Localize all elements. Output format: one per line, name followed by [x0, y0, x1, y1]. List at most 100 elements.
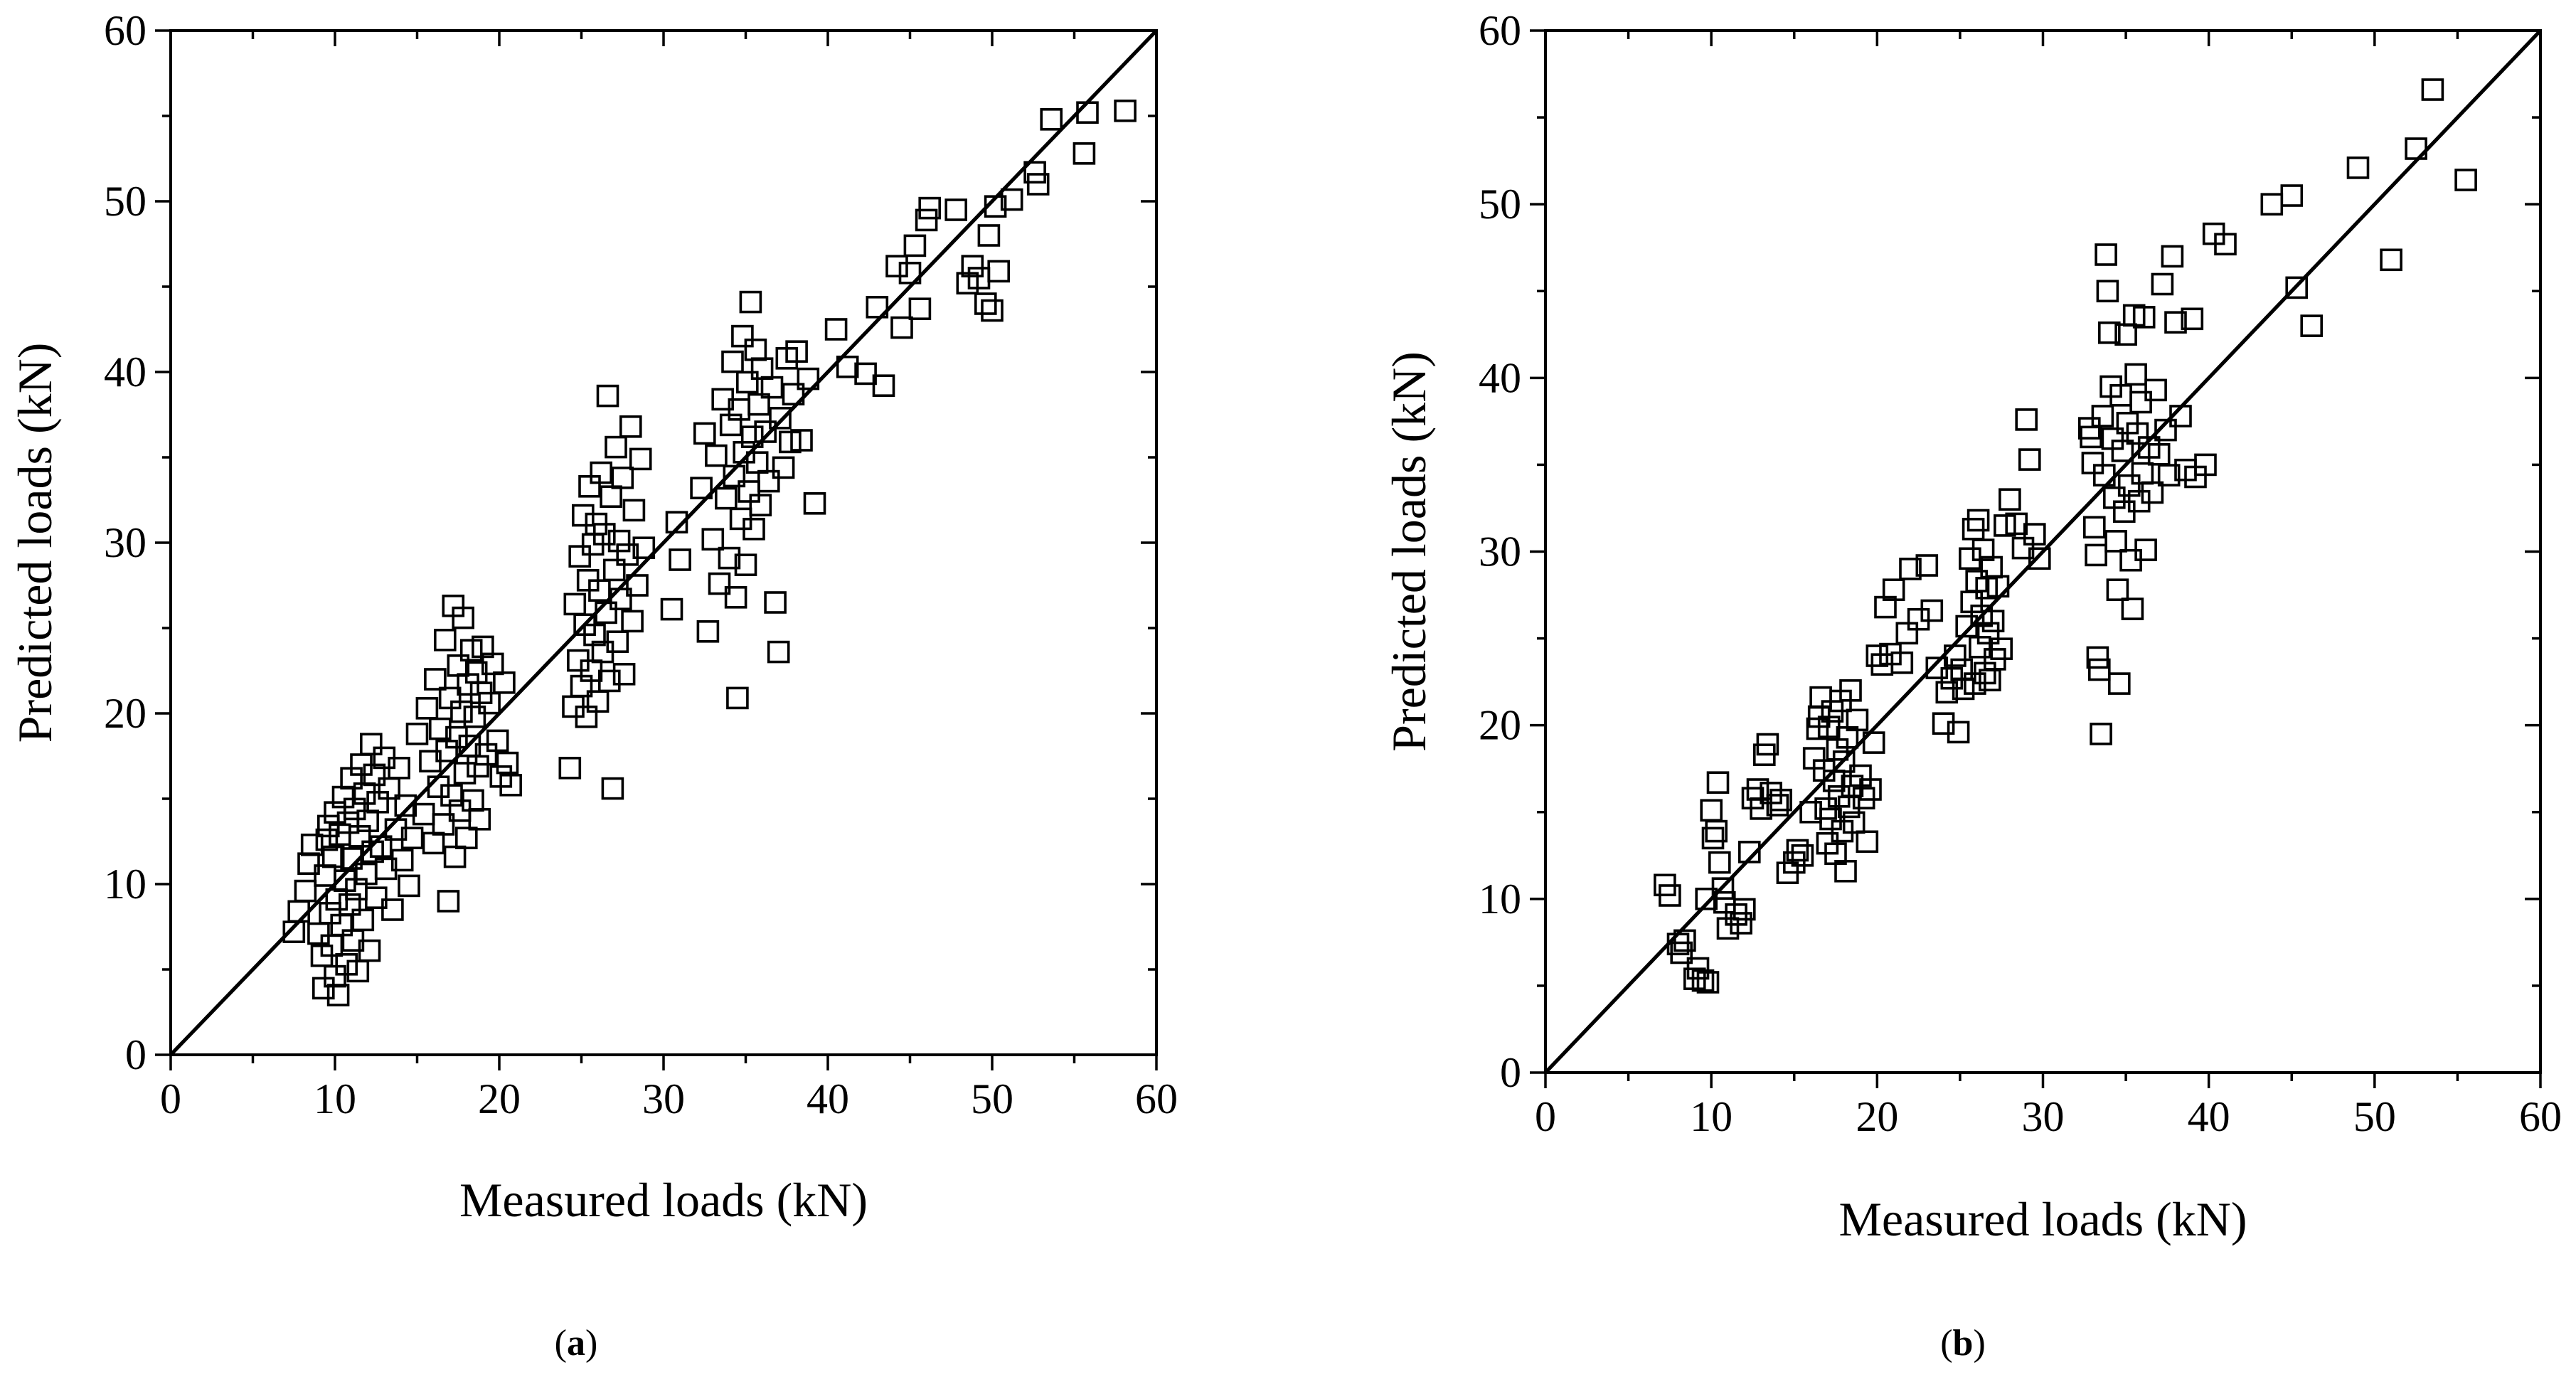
panel-a-point-4	[300, 834, 324, 856]
panel-b-point-113	[2083, 516, 2106, 539]
panel-a-caption-letter: a	[567, 1323, 585, 1363]
panel-a-x-tick-label: 60	[1135, 1075, 1178, 1122]
panel-b-point-116	[2088, 658, 2111, 681]
panel-a-y-tick-label: 0	[125, 1031, 147, 1078]
panel-b-point-31	[1783, 851, 1806, 874]
panel-a-point-186	[890, 316, 913, 339]
panel-a-point-191	[918, 196, 941, 220]
panel-b-point-12	[1705, 819, 1728, 843]
panel-b-point-158	[2194, 453, 2217, 477]
panel-a-point-148	[723, 464, 746, 488]
panel-a-point-156	[736, 371, 759, 394]
panel-b-x-tick-label: 20	[1856, 1093, 1898, 1140]
panel-a-point-183	[866, 295, 889, 319]
panel-a-point-81	[463, 705, 486, 728]
panel-b-caption-letter: b	[1953, 1323, 1974, 1363]
panel-a: 0 10 20 30 40 50 60 0 10 20 30 40 50 60 Measured load…	[8, 7, 1178, 1363]
panel-b-y-tick-label: 20	[1479, 702, 1521, 749]
panel-a-x-tick-label: 0	[160, 1075, 181, 1122]
panel-b-point-10	[1700, 799, 1723, 822]
panel-a-point-170	[767, 640, 790, 664]
panel-b-y-tick-label: 50	[1479, 181, 1521, 228]
panel-a-point-70	[445, 725, 468, 749]
panel-b-caption-open: (	[1940, 1323, 1952, 1363]
panel-b-point-71	[1899, 558, 1922, 580]
panel-a-point-165	[750, 357, 774, 381]
panel-b-caption-close: )	[1973, 1323, 1985, 1363]
panel-a-point-63	[433, 628, 457, 652]
panel-b-point-77	[1935, 681, 1959, 704]
panel-b-caption: (b)	[1940, 1323, 1986, 1363]
panel-a-point-144	[714, 487, 738, 510]
panel-b-point-169	[2454, 169, 2477, 191]
panel-b-point-164	[2300, 314, 2323, 337]
panel-b-point-115	[2086, 646, 2109, 669]
panel-a-point-111	[588, 579, 611, 602]
panel-a-x-tick-label: 10	[314, 1075, 356, 1122]
panel-b-x-tick-label: 10	[1690, 1093, 1733, 1140]
panel-b-point-80	[1947, 721, 1970, 744]
panel-a-point-134	[660, 597, 683, 621]
panel-a-point-21	[334, 869, 356, 892]
panel-a-point-126	[612, 662, 636, 686]
panel-a-point-112	[590, 461, 613, 484]
panel-b-point-126	[2104, 530, 2127, 553]
panel-a-point-207	[1114, 100, 1137, 122]
panel-a-point-49	[388, 757, 410, 780]
panel-a-point-188	[903, 234, 927, 257]
panel-a-point-97	[563, 592, 587, 616]
panel-a-point-168	[760, 376, 784, 399]
panel-a-point-65	[437, 890, 460, 913]
panel-b-point-138	[2124, 363, 2147, 386]
panel-a-point-136	[669, 548, 691, 571]
panel-b-y-tick-label: 0	[1500, 1049, 1521, 1096]
panel-b-point-144	[2134, 538, 2157, 561]
panel-a-point-174	[779, 430, 802, 454]
panel-b-point-114	[2085, 543, 2107, 567]
panel-b-point-127	[2106, 578, 2129, 602]
panel-b-point-60	[1852, 787, 1875, 809]
panel-b-point-15	[1711, 877, 1735, 900]
panel-b-point-150	[2154, 418, 2177, 442]
panel-a-point-138	[693, 422, 716, 445]
panel-b-point-162	[2280, 184, 2304, 207]
panel-a-point-180	[824, 318, 848, 341]
panel-a-point-200	[987, 260, 1010, 283]
panel-b-point-18	[1725, 903, 1747, 926]
panel-a-point-2	[294, 879, 317, 903]
panel-b-point-90	[1969, 635, 1991, 659]
panel-b-point-21	[1738, 841, 1761, 863]
panel-a-point-115	[595, 601, 617, 624]
panel-b-reference-line-top	[1544, 29, 2542, 1074]
panel-a-point-5	[307, 922, 330, 945]
panel-a-point-59	[424, 668, 447, 691]
panel-a-reference-line-top	[169, 29, 1158, 1056]
panel-a-point-84	[468, 808, 491, 831]
panel-b-point-52	[1834, 860, 1857, 883]
panel-a-point-19	[330, 913, 353, 937]
panel-a-y-tick-label: 20	[104, 690, 147, 737]
panel-a-point-161	[744, 338, 767, 361]
panel-a-point-88	[478, 691, 501, 715]
panel-b-point-151	[2157, 464, 2181, 487]
panel-a-point-9	[315, 828, 339, 851]
panel-b-point-9	[1696, 971, 1720, 994]
panel-a-point-18	[329, 823, 351, 846]
panel-a-point-169	[764, 591, 787, 614]
panel-a-point-39	[361, 840, 384, 863]
panel-b-point-16	[1713, 890, 1736, 914]
panel-a-point-53	[400, 826, 424, 849]
panel-a-point-122	[606, 630, 629, 654]
panel-a-point-172	[772, 456, 795, 479]
panel-a-point-56	[415, 696, 439, 720]
panel-a-point-157	[738, 480, 760, 503]
panel-a-point-10	[316, 814, 340, 838]
panel-a-point-73	[450, 700, 473, 723]
panel-a-caption: (a)	[555, 1323, 598, 1363]
panel-b-x-tick-label: 50	[2353, 1093, 2396, 1140]
panel-b-x-tick-label: 30	[2022, 1093, 2065, 1140]
panel-a-point-125	[611, 466, 634, 489]
panel-a-point-133	[632, 536, 656, 560]
panel-a-point-198	[981, 299, 1004, 322]
